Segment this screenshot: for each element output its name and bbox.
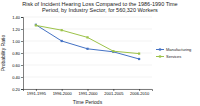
y-tick: 0.60 — [12, 63, 23, 68]
tick-label: 1.40 — [12, 15, 21, 20]
legend-item: Manufacturing — [156, 47, 191, 52]
tick-mark — [21, 29, 23, 30]
x-tick: 2001-2005 — [104, 89, 124, 96]
tick-label: 0.80 — [12, 51, 21, 56]
x-tick: 1991-1995 — [27, 89, 47, 96]
grid — [23, 17, 152, 89]
tick-label: 1996-2000 — [53, 91, 73, 96]
marker — [86, 36, 88, 38]
tick-mark — [21, 89, 23, 90]
x-axis: 1991-1995 1996-2000 1991-2000 2001-2005 2006… — [24, 89, 153, 96]
tick-mark — [21, 65, 23, 66]
tick-label: 1991-1995 — [27, 91, 47, 96]
grid-line — [23, 41, 152, 42]
legend-swatch — [156, 56, 164, 57]
tick-mark — [21, 41, 23, 42]
grid-line — [23, 77, 152, 78]
tick-mark — [21, 17, 23, 18]
tick-label: 2001-2005 — [104, 91, 124, 96]
x-tick: 2006-2010 — [130, 89, 150, 96]
marker — [61, 40, 63, 42]
marker — [138, 52, 140, 54]
tick-label: 1.20 — [12, 27, 21, 32]
series-line — [36, 25, 139, 53]
tick-mark — [21, 77, 23, 78]
series-line — [36, 25, 139, 59]
plot: 1991-1995 1996-2000 1991-2000 2001-2005 2006… — [12, 15, 152, 96]
y-tick: 0.40 — [12, 75, 23, 80]
marker — [138, 58, 140, 60]
legend-swatch — [156, 49, 164, 50]
y-axis-title: Probability Ratio — [0, 35, 6, 72]
tick-label: 0.40 — [12, 75, 21, 80]
tick-label: 2006-2010 — [130, 91, 150, 96]
marker — [112, 51, 114, 53]
legend-marker — [159, 48, 161, 50]
marker — [35, 24, 37, 26]
tick-label: 0.20 — [12, 87, 21, 92]
marks — [35, 24, 140, 60]
y-tick: 0.20 — [12, 87, 23, 92]
y-tick: 1.40 — [12, 15, 23, 20]
chart: 1991-1995 1996-2000 1991-2000 2001-2005 2006… — [0, 0, 200, 106]
tick-mark — [21, 53, 23, 54]
tick-label: 1991-2000 — [78, 91, 98, 96]
y-tick: 0.80 — [12, 51, 23, 56]
title: Risk of Incident Hearing Loss Compared t… — [22, 1, 177, 13]
y-tick: 1.20 — [12, 27, 23, 32]
x-tick: 1996-2000 — [53, 89, 73, 96]
title-line: Period, by Industry Sector, for 560,320 … — [42, 7, 158, 13]
tick-label: 0.60 — [12, 63, 21, 68]
x-tick: 1991-2000 — [78, 89, 98, 96]
tick-label: 1.00 — [12, 39, 21, 44]
marker — [35, 24, 37, 26]
marker — [112, 50, 114, 52]
marker — [86, 48, 88, 50]
marker — [61, 29, 63, 31]
legend-label: Services — [166, 54, 181, 59]
y-axis: 0.20 0.40 0.60 0.80 1.00 1.20 1.40 — [12, 15, 23, 92]
grid-line — [23, 17, 152, 18]
legend-marker — [159, 55, 161, 57]
legend-label: Manufacturing — [166, 47, 191, 52]
axis-line — [21, 18, 24, 90]
x-axis-title: Time Periods — [73, 99, 103, 105]
grid-line — [23, 65, 152, 66]
y-tick: 1.00 — [12, 39, 23, 44]
title-line: Risk of Incident Hearing Loss Compared t… — [22, 1, 177, 7]
legend: Manufacturing Services — [156, 47, 191, 59]
legend-item: Services — [156, 54, 181, 59]
